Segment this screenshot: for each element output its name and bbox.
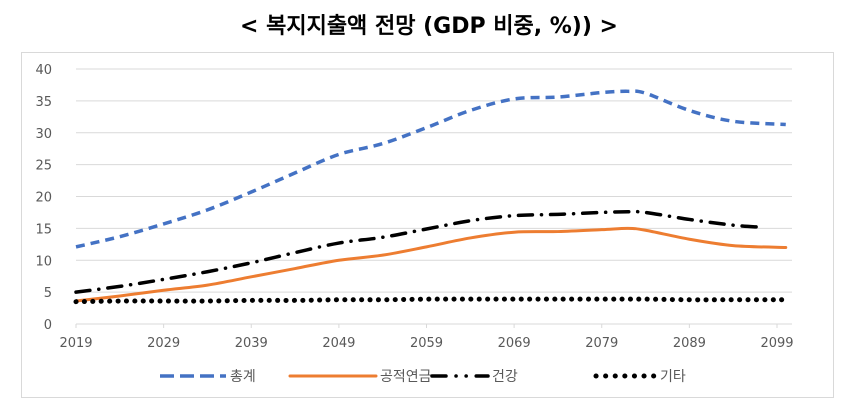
series-line-1: [74, 226, 788, 303]
y-tick-label: 30: [35, 127, 52, 142]
series-line-2: [74, 209, 762, 294]
chart-title: < 복지지출액 전망 (GDP 비중, %)) >: [240, 14, 618, 39]
x-tick-label: 2059: [410, 336, 443, 351]
x-tick-label: 2039: [235, 336, 268, 351]
legend-label: 총계: [230, 369, 256, 385]
x-tick-label: 2029: [147, 336, 180, 351]
series-line-0: [75, 89, 786, 249]
legend-label: 기타: [660, 369, 686, 385]
x-tick-label: 2019: [59, 336, 92, 351]
x-tick-label: 2099: [760, 336, 793, 351]
y-tick-label: 25: [35, 159, 52, 174]
y-tick-label: 35: [35, 95, 52, 110]
y-tick-label: 15: [35, 222, 52, 237]
series-line-3: [73, 296, 789, 305]
x-tick-label: 2089: [673, 336, 706, 351]
x-tick-label: 2069: [498, 336, 531, 351]
y-tick-label: 40: [35, 63, 52, 78]
legend-label: 건강: [492, 369, 518, 385]
legend-label: 공적연금: [380, 369, 432, 385]
y-tick-label: 10: [35, 254, 52, 269]
y-tick-label: 5: [44, 286, 52, 301]
x-tick-label: 2049: [322, 336, 355, 351]
y-tick-label: 0: [44, 318, 52, 333]
y-tick-label: 20: [35, 191, 52, 206]
chart-frame: [21, 52, 834, 398]
x-tick-label: 2079: [585, 336, 618, 351]
